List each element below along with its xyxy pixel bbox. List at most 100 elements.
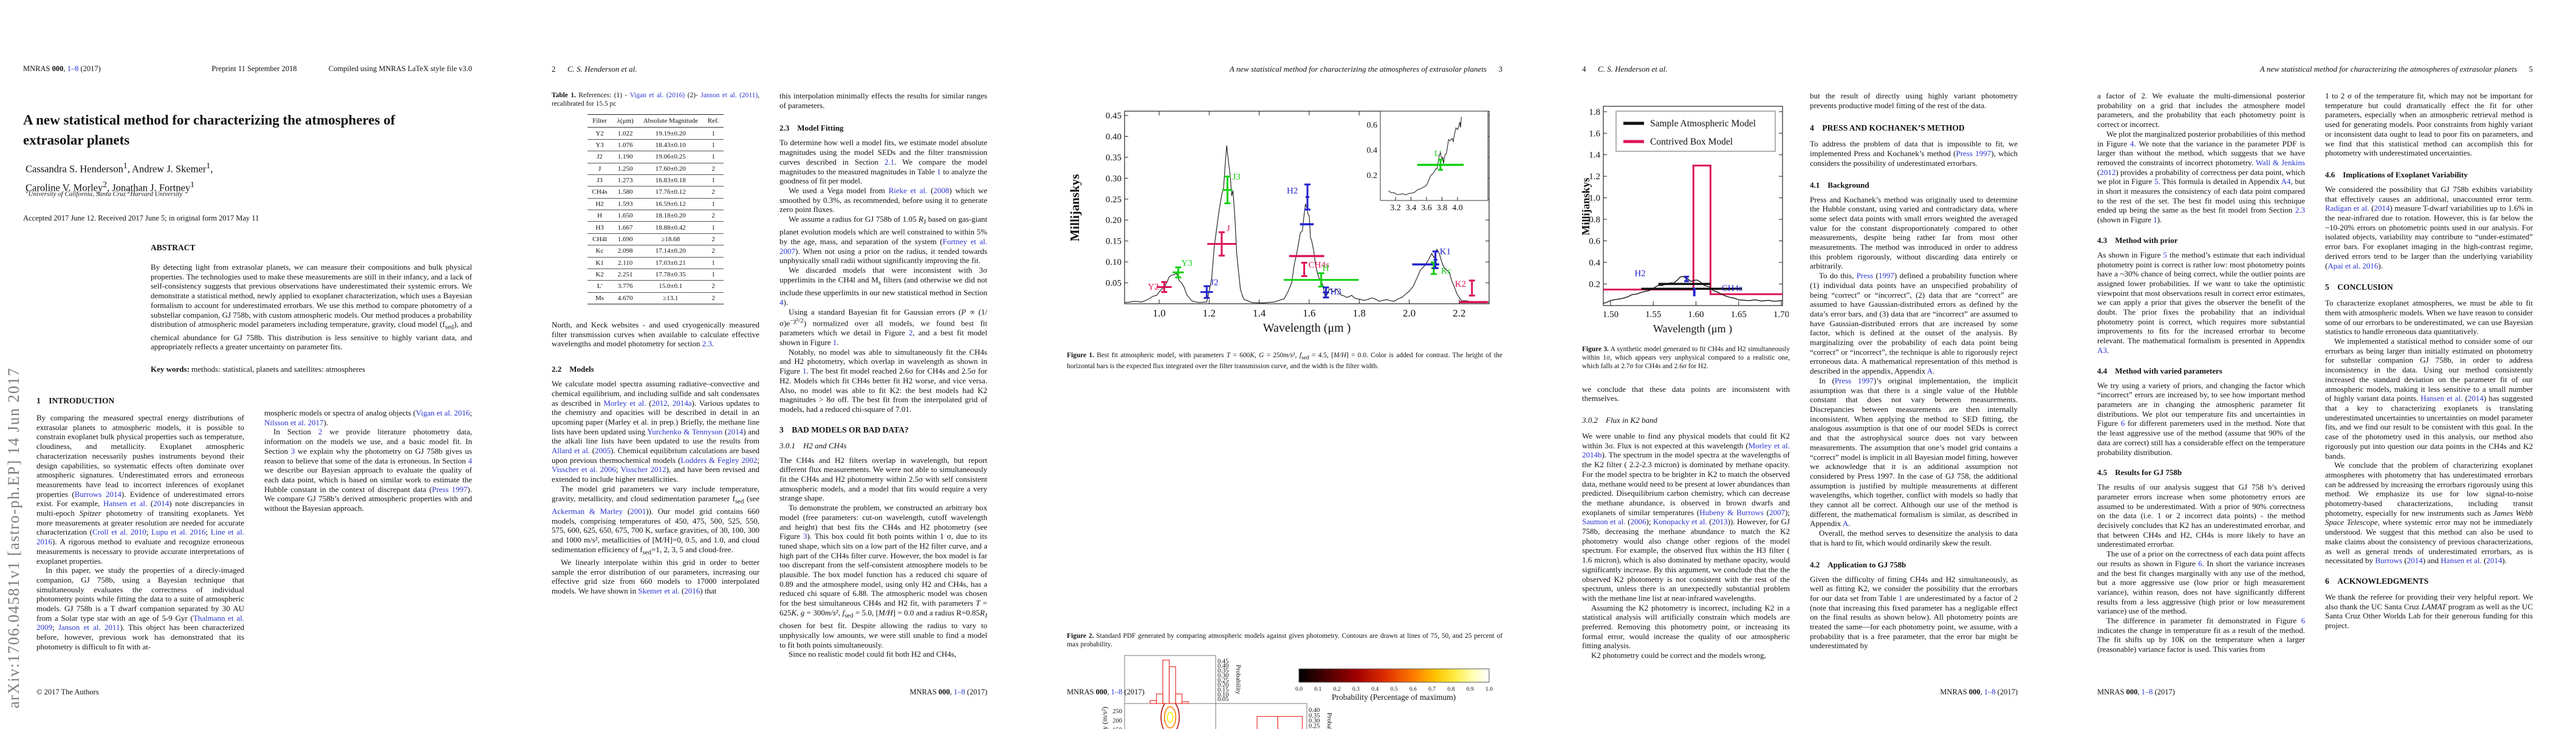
- citation-link[interactable]: 6: [2301, 616, 2306, 626]
- citation-link[interactable]: 2014: [2406, 556, 2423, 566]
- citation-link[interactable]: 1–8: [953, 688, 965, 696]
- citation-link[interactable]: 2012: [651, 398, 668, 408]
- x-axis-label: Wavelength (μm ): [1263, 321, 1351, 335]
- table-header: Absolute Magnitude: [638, 114, 703, 128]
- citation-link[interactable]: Yurchenko & Tennyson: [647, 426, 723, 436]
- citation-link[interactable]: Visscher 2012: [620, 465, 666, 474]
- citation-link[interactable]: Fortney et al. 2007: [779, 237, 987, 256]
- citation-link[interactable]: Visscher et al. 2006: [552, 465, 616, 474]
- citation-link[interactable]: Konopacky et al.: [1653, 517, 1707, 527]
- citation-link[interactable]: Skemer et al.: [638, 586, 680, 596]
- citation-link[interactable]: Nilsson et al. 2017: [264, 417, 324, 427]
- citation-link[interactable]: 1: [802, 366, 807, 376]
- citation-link[interactable]: 1–8: [67, 64, 79, 73]
- citation-link[interactable]: 1: [832, 337, 837, 347]
- citation-link[interactable]: 5: [2163, 250, 2168, 259]
- citation-link[interactable]: 2.1: [884, 157, 894, 166]
- citation-link[interactable]: A: [1927, 366, 1933, 376]
- citation-link[interactable]: Apai et al. 2016: [2328, 261, 2379, 270]
- citation-link[interactable]: 2008: [933, 185, 950, 195]
- citation-link[interactable]: 2014: [727, 426, 744, 436]
- citation-link[interactable]: 4: [779, 297, 784, 307]
- paragraph: In this paper, we study the properties o…: [36, 566, 244, 651]
- citation-link[interactable]: 1–8: [1111, 688, 1123, 696]
- citation-link[interactable]: 4: [468, 456, 473, 465]
- citation-link[interactable]: 2012: [2100, 167, 2116, 177]
- citation-link[interactable]: 1–8: [1984, 688, 1996, 696]
- figure-1-spectrum: 0.05 0.10 0.15 0.20 0.25 0.30 0.35 0.40 0.45 1.0 1…: [1067, 91, 1504, 346]
- caption: Table 1. References: (1) - Vigan et al. …: [552, 92, 759, 108]
- page1-left-column: 1 INTRODUCTION By comparing the measured …: [36, 396, 244, 688]
- citation-link[interactable]: Hansen et al.: [103, 499, 148, 508]
- citation-link[interactable]: 4: [2129, 139, 2134, 148]
- paragraph: We conclude that the problem of characte…: [2325, 460, 2533, 566]
- citation-link[interactable]: Wall & Jenkins: [2255, 157, 2305, 167]
- citation-link[interactable]: 1: [1899, 593, 1903, 603]
- citation-link[interactable]: Morley et al.: [603, 398, 646, 408]
- citation-link[interactable]: Thalmann et al. 2009: [36, 613, 244, 632]
- citation-link[interactable]: A: [1842, 519, 1849, 529]
- citation-link[interactable]: Allard et al.: [552, 446, 590, 456]
- citation-link[interactable]: Janson et al. (2011): [701, 92, 758, 99]
- citation-link[interactable]: 5: [2154, 177, 2159, 187]
- paragraph: We were unable to find any physical mode…: [1582, 431, 1790, 603]
- citation-link[interactable]: Press: [1856, 271, 1874, 281]
- point-label: H2: [1634, 269, 1645, 279]
- probability-axis-label: Probability: [1235, 665, 1242, 694]
- citation-link[interactable]: Vigan et al. 2016: [416, 408, 470, 417]
- citation-link[interactable]: 2014: [2374, 204, 2390, 213]
- table-row: J 1.250 17.60±0.20 2: [587, 163, 724, 175]
- citation-link[interactable]: 1: [2153, 215, 2157, 225]
- citation-link[interactable]: A3: [2097, 345, 2107, 355]
- citation-link[interactable]: Line et al. 2016: [36, 527, 244, 547]
- citation-link[interactable]: 3: [290, 446, 295, 456]
- citation-link[interactable]: Burrows: [2375, 556, 2403, 566]
- citation-link[interactable]: 2013: [1711, 517, 1728, 527]
- citation-link[interactable]: 1997: [1878, 271, 1894, 281]
- citation-link[interactable]: Lupu et al. 2016: [151, 527, 206, 537]
- citation-link[interactable]: Janson et al. 2011: [58, 623, 120, 632]
- citation-link[interactable]: Press 1997: [1956, 149, 1992, 159]
- citation-link[interactable]: 2014: [2486, 556, 2502, 566]
- citation-link[interactable]: 2.3: [2295, 205, 2305, 215]
- citation-link[interactable]: Lodders & Fegley 2002: [680, 455, 758, 465]
- figure-3-box-model: 0.2 0.4 0.6 0.8 1.0 1.2 1.4 1.6 1.8 1.50 1.55 1.60 1…: [1582, 91, 1790, 341]
- table-header: λ(μm): [612, 114, 639, 128]
- citation-link[interactable]: 2014: [2467, 394, 2484, 403]
- citation-link[interactable]: 2006: [1630, 517, 1646, 527]
- citation-link[interactable]: Vigan et al. (2016): [629, 92, 685, 99]
- citation-link[interactable]: Press 1997: [431, 484, 468, 494]
- citation-link[interactable]: Hubeny & Burrows: [1699, 507, 1764, 517]
- citation-link[interactable]: Burrows 2014: [74, 489, 122, 499]
- citation-link[interactable]: Ackerman & Marley: [552, 506, 623, 516]
- citation-link[interactable]: 6: [2198, 558, 2202, 568]
- citation-link[interactable]: A4: [2281, 177, 2291, 187]
- citation-link[interactable]: Hansen et al.: [2420, 394, 2463, 403]
- citation-link[interactable]: 1–8: [2141, 688, 2153, 696]
- citation-link[interactable]: Radigan et al.: [2325, 204, 2369, 213]
- citation-link[interactable]: 3: [803, 532, 807, 541]
- citation-link[interactable]: 2001: [630, 506, 646, 516]
- citation-link[interactable]: Croll et al. 2010: [92, 527, 146, 537]
- citation-link[interactable]: 2014: [153, 499, 170, 508]
- citation-link[interactable]: Morley et al. 2014b: [1582, 440, 1790, 460]
- keywords: Key words: methods: statistical, planets…: [151, 364, 366, 374]
- citation-link[interactable]: Hansen et al.: [2441, 556, 2482, 566]
- citation-link[interactable]: Rieke et al.: [888, 185, 928, 195]
- citation-link[interactable]: 1: [937, 166, 941, 176]
- citation-link[interactable]: 2007: [1769, 507, 1786, 517]
- table-cell: 2: [702, 280, 724, 293]
- photometry-point-J: J: [1207, 224, 1236, 257]
- citation-link[interactable]: 2005: [595, 446, 611, 456]
- citation-link[interactable]: 2: [318, 427, 323, 437]
- citation-link[interactable]: Press 1997: [1834, 375, 1874, 385]
- subsection-heading: 4.2 Application to GJ 758b: [1810, 560, 1906, 569]
- citation-link[interactable]: 2: [908, 328, 913, 338]
- citation-link[interactable]: 2016: [684, 586, 701, 596]
- citation-link[interactable]: 6: [2120, 419, 2125, 428]
- citation-link[interactable]: 2.3: [702, 339, 712, 349]
- caption: Figure 3. A synthetic model generated to…: [1582, 346, 1790, 371]
- citation-link[interactable]: 2014a: [672, 398, 692, 408]
- table-cell: Y2: [587, 127, 612, 140]
- citation-link[interactable]: Saumon et al.: [1582, 517, 1626, 527]
